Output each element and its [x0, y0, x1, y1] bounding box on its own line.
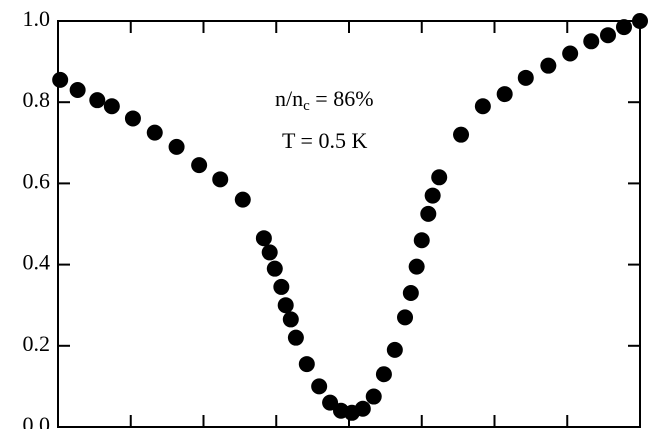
y-tick-label: 0.0	[23, 412, 51, 429]
point	[89, 92, 106, 109]
point	[298, 356, 315, 373]
annotation-rest: = 86%	[310, 86, 374, 111]
point	[496, 86, 513, 103]
point	[431, 169, 448, 186]
point	[282, 311, 299, 328]
point	[615, 19, 632, 36]
point	[365, 388, 382, 405]
point	[424, 187, 441, 204]
point	[453, 126, 470, 143]
plot-frame	[57, 20, 641, 428]
point	[191, 157, 208, 174]
y-tick-label: 0.6	[23, 168, 51, 193]
point	[397, 309, 414, 326]
annotation-sub: c	[303, 98, 310, 114]
point	[266, 260, 283, 277]
point	[474, 98, 491, 115]
point	[420, 205, 437, 222]
point	[322, 394, 339, 411]
point	[632, 13, 648, 29]
point	[517, 69, 534, 86]
point	[386, 341, 403, 358]
point	[234, 191, 251, 208]
y-tick-label: 0.4	[23, 250, 51, 275]
point	[408, 258, 425, 275]
point	[583, 33, 600, 50]
y-tick-label: 0.2	[23, 331, 51, 356]
point	[277, 297, 294, 314]
point	[287, 329, 304, 346]
point	[212, 171, 229, 188]
point	[599, 27, 616, 44]
point	[69, 82, 86, 99]
y-tick-label: 1.0	[23, 6, 51, 31]
point	[413, 232, 430, 249]
point	[402, 285, 419, 302]
point	[124, 110, 141, 127]
point	[255, 230, 272, 247]
point	[273, 278, 290, 295]
point	[540, 57, 557, 74]
point	[103, 98, 120, 115]
point	[375, 366, 392, 383]
y-tick-label: 0.8	[23, 87, 51, 112]
point	[261, 244, 278, 261]
point	[146, 124, 163, 141]
point	[168, 138, 185, 155]
point	[354, 400, 371, 417]
annotation: T = 0.5 K	[282, 128, 367, 153]
point	[311, 378, 328, 395]
point	[562, 45, 579, 62]
annotation-text: n/n	[275, 86, 303, 111]
point	[52, 71, 69, 88]
annotation: n/nc = 86%	[275, 86, 374, 114]
